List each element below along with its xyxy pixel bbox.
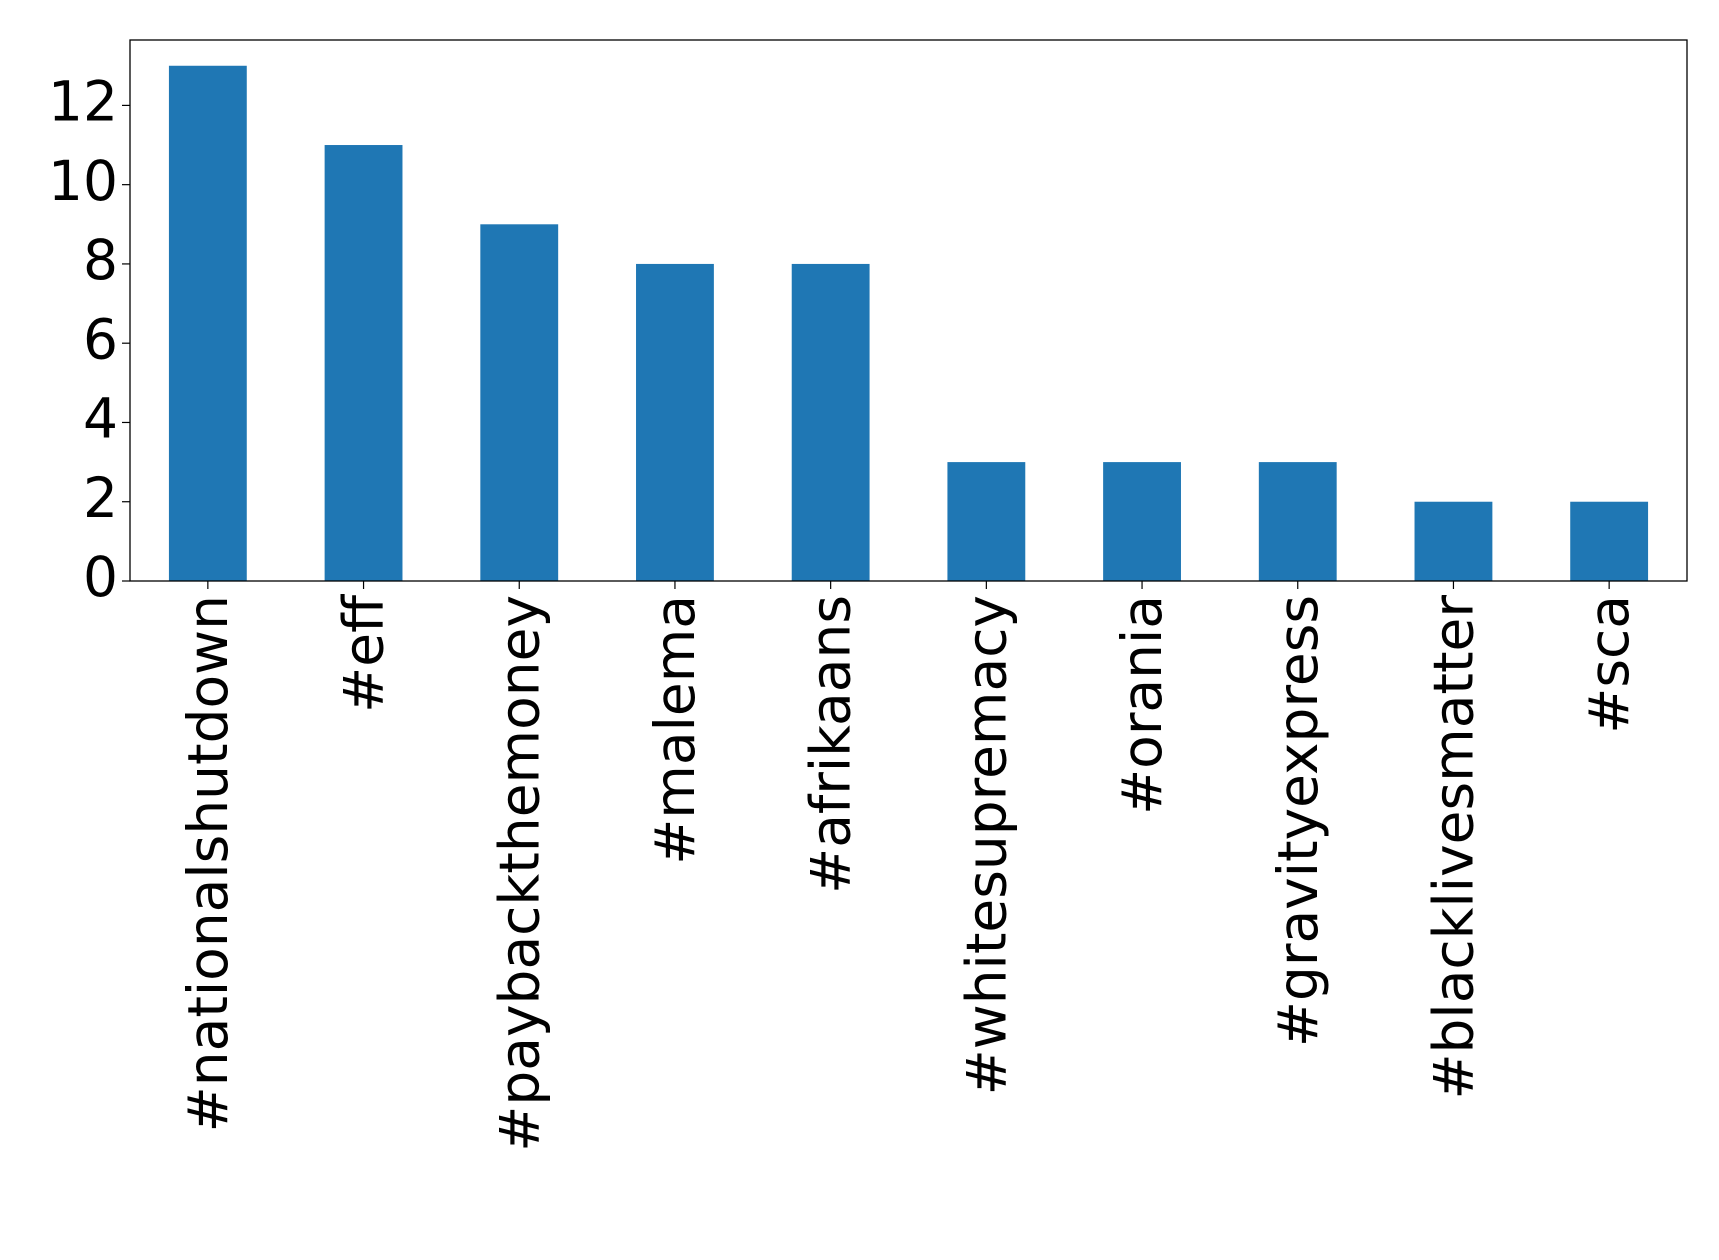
bar <box>1414 501 1493 581</box>
y-tick-label: 6 <box>83 307 118 371</box>
x-tick-label: #paybackthemoney <box>487 595 551 1152</box>
plot-frame <box>129 39 1688 582</box>
x-tick-label: #sca <box>1577 595 1641 734</box>
x-tick-label: #malema <box>643 595 707 865</box>
x-tick-label: #orania <box>1110 595 1174 815</box>
bar <box>480 224 559 582</box>
y-tick-label: 10 <box>48 149 118 213</box>
bar <box>1258 462 1337 581</box>
x-tick-label: #nationalshutdown <box>176 595 240 1132</box>
x-tick-label: #eff <box>332 594 396 713</box>
x-tick-label: #whitesupremacy <box>954 595 1018 1095</box>
y-tick-label: 0 <box>83 545 118 609</box>
bar <box>947 462 1026 581</box>
bar <box>1103 462 1181 581</box>
bar <box>791 263 870 581</box>
bar <box>324 145 403 581</box>
y-tick-label: 4 <box>83 387 118 451</box>
y-tick-label: 2 <box>83 466 118 530</box>
y-tick-label: 12 <box>48 70 118 134</box>
y-tick-label: 8 <box>83 228 118 292</box>
bar <box>1570 501 1649 581</box>
x-tick-label: #gravityexpress <box>1266 595 1330 1047</box>
x-tick-label: #blacklivesmatter <box>1421 595 1485 1100</box>
x-tick-label: #afrikaans <box>799 595 863 894</box>
bar <box>636 263 714 581</box>
bar <box>168 65 247 581</box>
